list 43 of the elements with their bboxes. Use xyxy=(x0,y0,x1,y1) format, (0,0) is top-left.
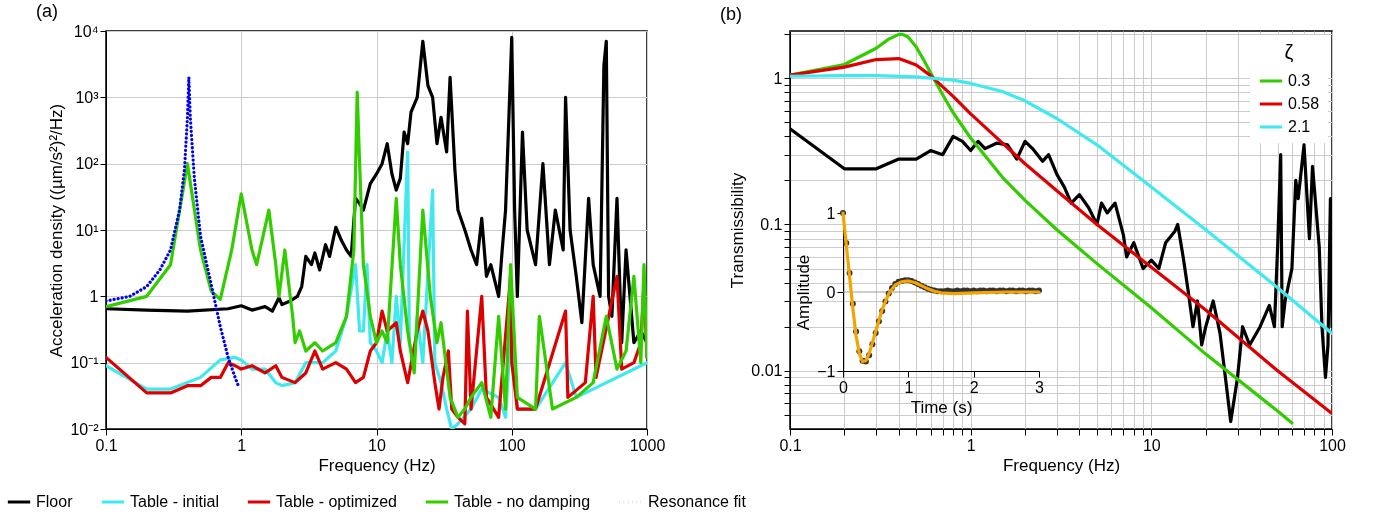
y-axis-title: Transmissibility xyxy=(728,172,748,289)
legend-label: 0.58 xyxy=(1288,95,1320,112)
x-axis-title: Time (s) xyxy=(910,397,973,417)
y-tick-label: 0.1 xyxy=(760,215,783,233)
x-tick-label: 100 xyxy=(498,436,526,454)
y-tick-label: 0 xyxy=(826,283,836,301)
x-tick-label: 10 xyxy=(1142,436,1161,454)
y-tick-label: 10⁴ xyxy=(73,22,99,40)
x-tick-label: 2 xyxy=(969,378,979,396)
legend-label: Table - initial xyxy=(130,493,219,510)
y-tick-label: 1 xyxy=(89,287,99,305)
legend-label: Floor xyxy=(36,493,74,510)
y-tick-label: 10⁻² xyxy=(70,420,100,438)
y-tick-label: 0.01 xyxy=(751,362,783,380)
y-axis-title: Amplitude xyxy=(794,254,814,331)
x-axis-title: Frequency (Hz) xyxy=(1002,455,1121,475)
x-axis-title: Frequency (Hz) xyxy=(318,455,436,475)
x-tick-label: 1000 xyxy=(629,436,666,454)
legend-label: 2.1 xyxy=(1288,118,1311,135)
legend-label: 0.3 xyxy=(1288,72,1311,89)
y-tick-label: 10² xyxy=(75,155,100,173)
y-axis-title: Acceleration density ((µm/s²)²/Hz) xyxy=(47,103,67,358)
legend-label: Table - optimized xyxy=(276,493,397,510)
y-tick-label: 10¹ xyxy=(75,221,99,239)
x-tick-label: 3 xyxy=(1035,378,1045,396)
x-tick-label: 100 xyxy=(1319,436,1346,454)
x-tick-label: 1 xyxy=(237,436,247,454)
legend-label: Resonance fit xyxy=(648,493,747,510)
chart-title: (b) xyxy=(720,4,742,25)
y-tick-label: 10⁻¹ xyxy=(70,354,99,372)
y-tick-label: −1 xyxy=(817,362,836,380)
x-tick-label: 1 xyxy=(966,436,976,454)
legend-title: ζ xyxy=(1284,41,1294,63)
x-tick-label: 0.1 xyxy=(779,436,802,454)
legend-label: Table - no damping xyxy=(454,493,591,510)
x-tick-label: 0.1 xyxy=(95,436,118,454)
y-tick-label: 1 xyxy=(826,204,836,222)
x-tick-label: 1 xyxy=(904,378,914,396)
x-tick-label: 10 xyxy=(368,436,386,454)
y-tick-label: 10³ xyxy=(75,88,100,106)
chart-title: (a) xyxy=(36,1,58,21)
y-tick-label: 1 xyxy=(773,69,783,87)
x-tick-label: 0 xyxy=(839,378,849,396)
